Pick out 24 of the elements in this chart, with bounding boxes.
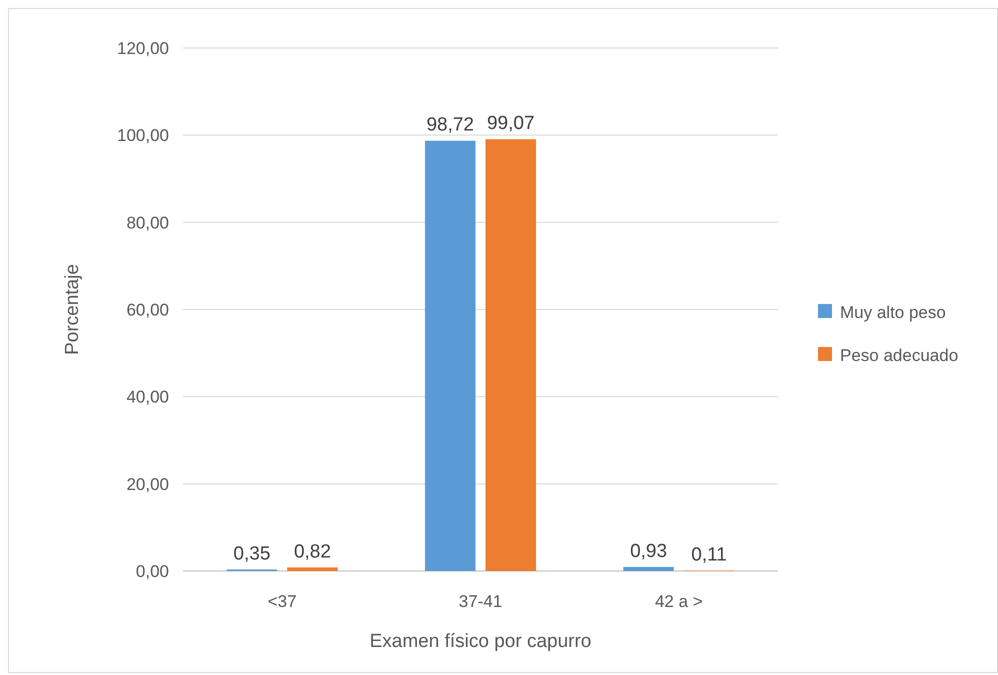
- y-tick-label: 0,00: [136, 562, 169, 581]
- data-label: 99,07: [486, 113, 535, 134]
- x-tick-label: 42 a >: [654, 592, 703, 611]
- bar: [623, 566, 674, 571]
- y-tick-label: 100,00: [117, 126, 169, 146]
- bar: [486, 139, 536, 571]
- legend-label: Peso adecuado: [840, 346, 958, 365]
- bar: [287, 567, 338, 571]
- y-tick-label: 20,00: [126, 474, 169, 494]
- y-tick-label: 80,00: [126, 213, 169, 232]
- x-axis-title: Examen físico por capurro: [370, 631, 592, 652]
- y-tick-label: 40,00: [126, 388, 169, 407]
- y-tick-label: 120,00: [117, 38, 169, 58]
- data-label: 0,11: [691, 544, 727, 566]
- bar: [424, 140, 476, 571]
- y-axis-title: Porcentaje: [62, 264, 83, 355]
- y-tick-label: 60,00: [126, 300, 169, 320]
- legend-label: Muy alto peso: [840, 302, 946, 322]
- data-label: 98,72: [426, 114, 474, 136]
- x-tick-label: 37-41: [458, 592, 502, 611]
- data-label: 0,82: [294, 541, 331, 562]
- data-label: 0,93: [630, 540, 668, 562]
- data-label: 0,35: [233, 543, 270, 564]
- x-tick-label: <37: [268, 592, 297, 611]
